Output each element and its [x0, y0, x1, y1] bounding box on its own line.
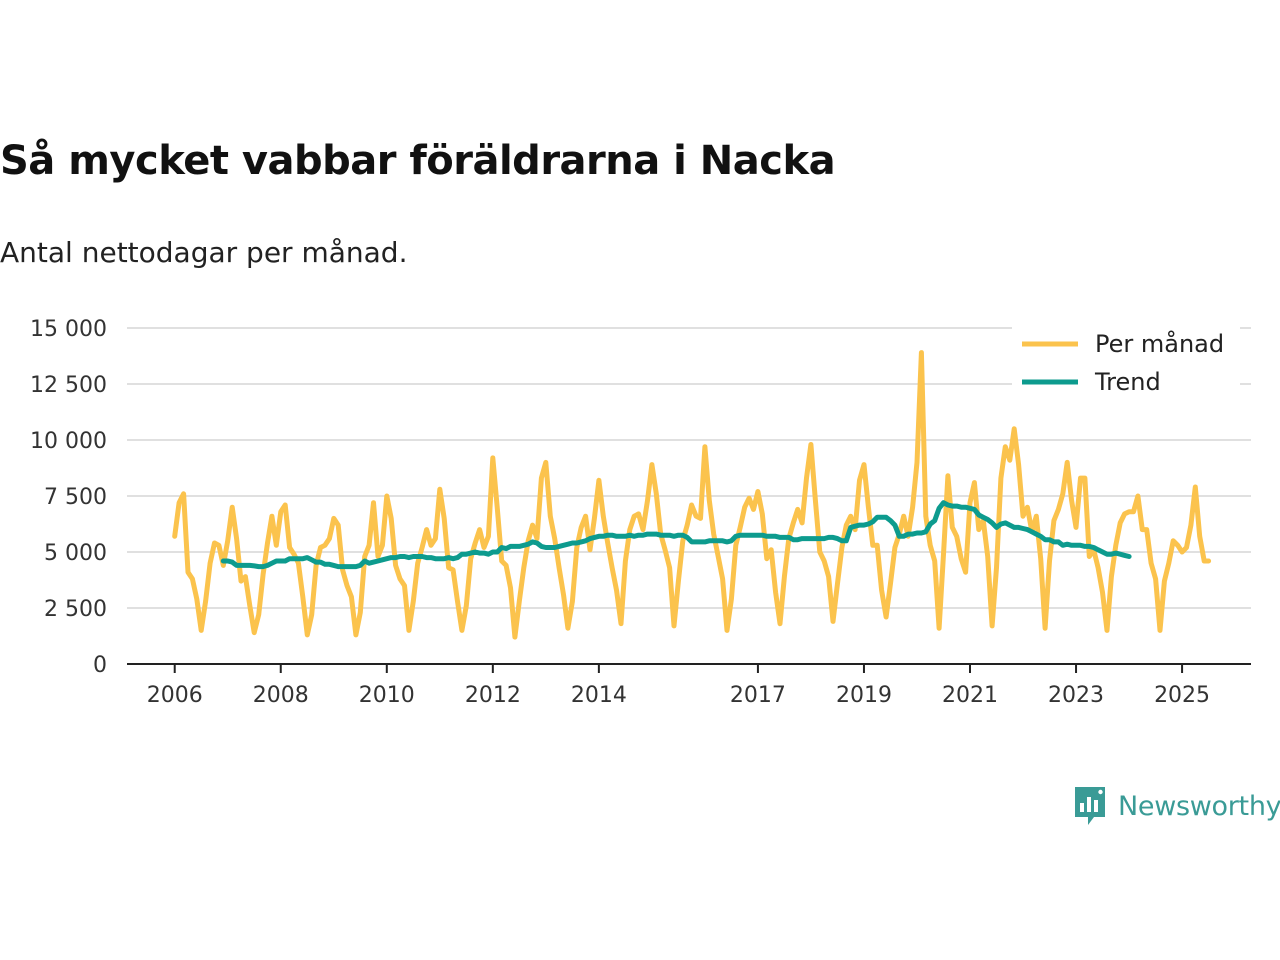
y-tick-label: 7 500 [44, 485, 107, 510]
y-tick-label: 0 [93, 653, 107, 678]
newsworthy-logo-icon [1075, 787, 1105, 825]
y-tick-label: 5 000 [44, 541, 107, 566]
x-axis-ticks: 2006 2008 2010 2012 2014 2017 2019 2021 2023 2025 [147, 664, 1210, 708]
brand-name: Newsworthy [1118, 790, 1280, 822]
x-tick-label: 2006 [147, 683, 203, 708]
y-tick-label: 2 500 [44, 597, 107, 622]
x-tick-label: 2010 [359, 683, 415, 708]
x-tick-label: 2021 [942, 683, 998, 708]
legend-label-trend: Trend [1094, 368, 1161, 396]
series-trend-line [220, 500, 1132, 570]
x-tick-label: 2025 [1154, 683, 1210, 708]
series-per-manad-line [172, 350, 1212, 640]
x-tick-label: 2017 [730, 683, 786, 708]
legend: Per månad Trend [1012, 324, 1240, 398]
legend-background [1012, 324, 1240, 398]
y-tick-label: 15 000 [30, 317, 107, 342]
chart-subtitle: Antal nettodagar per månad. [0, 236, 408, 269]
chart-title: Så mycket vabbar föräldrarna i Nacka [0, 138, 836, 184]
x-tick-label: 2023 [1048, 683, 1104, 708]
newsworthy-brand: Newsworthy [1072, 784, 1280, 828]
series-lines [172, 350, 1212, 640]
x-tick-label: 2019 [836, 683, 892, 708]
y-axis-tick-labels: 0 2 500 5 000 7 500 10 000 12 500 15 000 [30, 317, 107, 678]
x-tick-label: 2008 [253, 683, 309, 708]
y-tick-label: 10 000 [30, 429, 107, 454]
y-tick-label: 12 500 [30, 373, 107, 398]
legend-label-per-manad: Per månad [1095, 329, 1224, 358]
x-tick-label: 2014 [571, 683, 627, 708]
x-tick-label: 2012 [465, 683, 521, 708]
